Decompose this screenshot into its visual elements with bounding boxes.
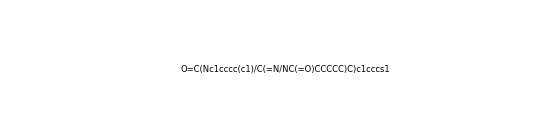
Text: O=C(Nc1cccc(c1)/C(=N/NC(=O)CCCCC)C)c1cccs1: O=C(Nc1cccc(c1)/C(=N/NC(=O)CCCCC)C)c1ccc… [180,65,390,74]
